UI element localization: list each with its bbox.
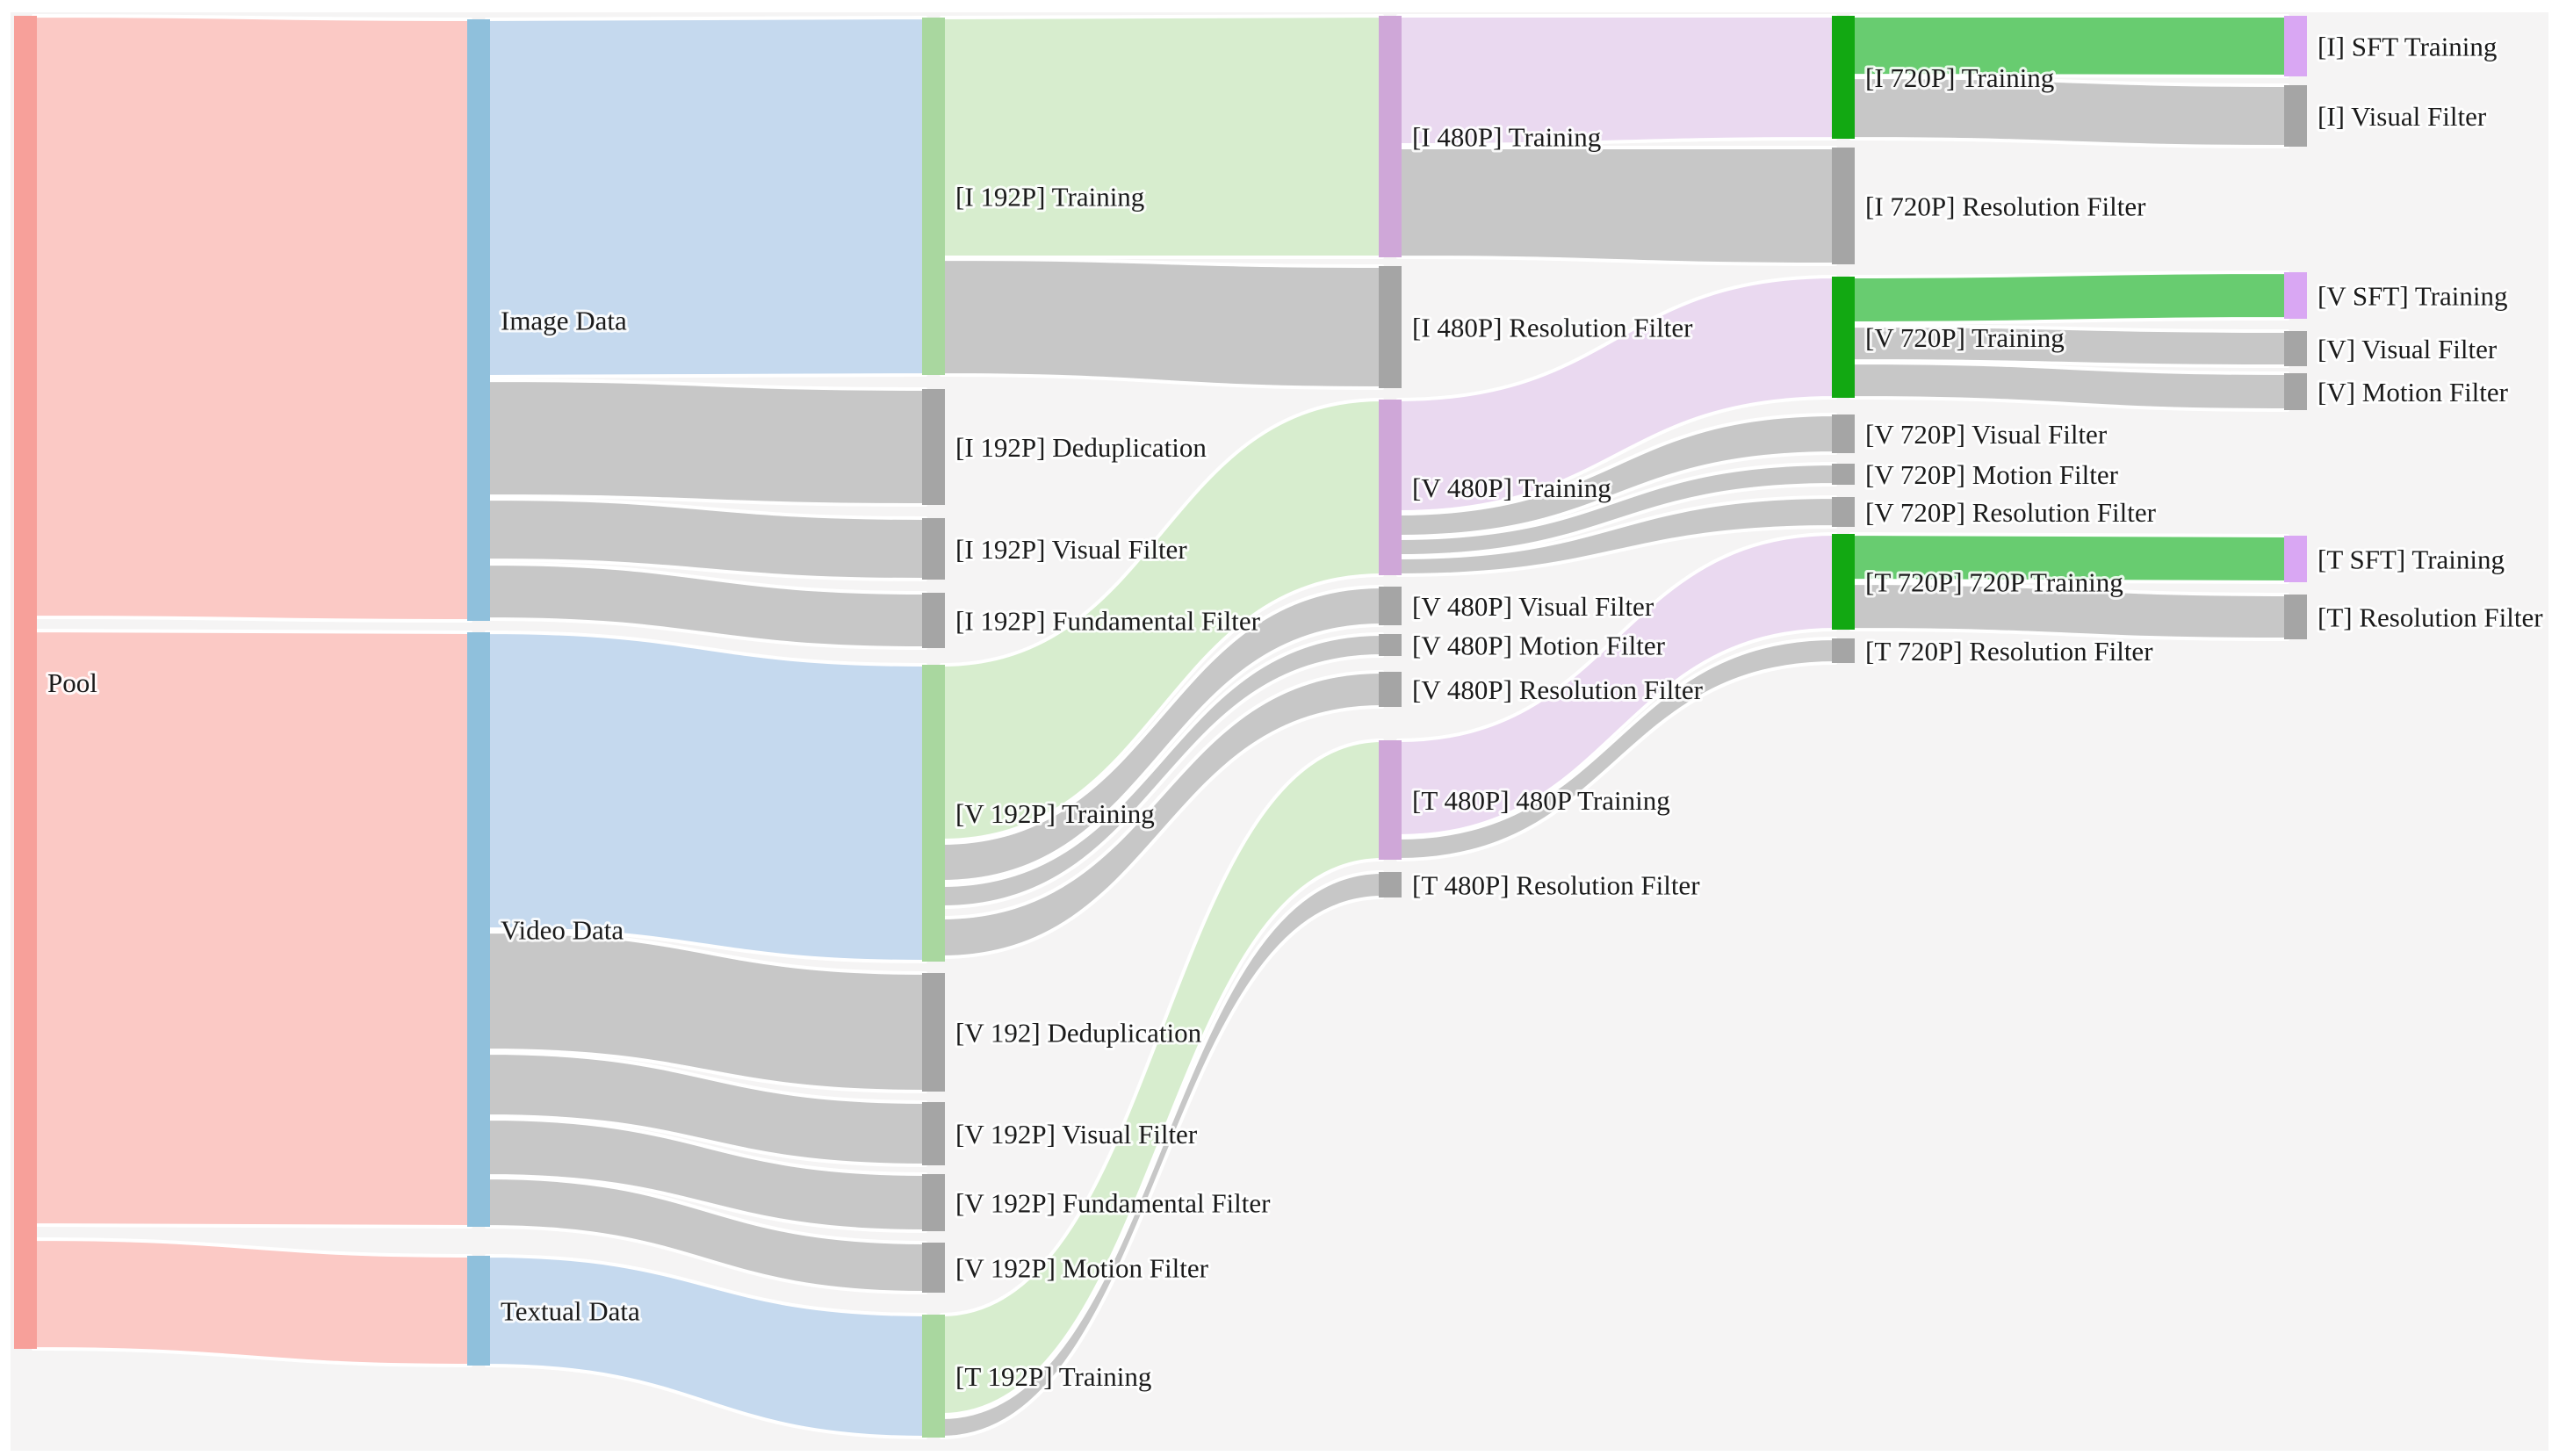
- flow-i480t-i720r: [1396, 145, 1837, 266]
- node-i192d: [922, 389, 945, 505]
- label-trf: [T] Resolution Filter: [2318, 602, 2543, 633]
- node-t720t: [1832, 534, 1855, 630]
- node-vvf: [2284, 331, 2307, 366]
- node-i720r: [1832, 148, 1855, 264]
- label-pool: Pool: [47, 667, 97, 698]
- label-v192d: [V 192] Deduplication: [955, 1018, 1202, 1049]
- node-v720v: [1832, 414, 1855, 453]
- node-v480r: [1379, 672, 1402, 707]
- label-vvf: [V] Visual Filter: [2318, 334, 2498, 364]
- node-v192d: [922, 973, 945, 1092]
- node-v480t: [1379, 400, 1402, 575]
- label-v480r: [V 480P] Resolution Filter: [1412, 674, 1704, 705]
- node-image: [467, 19, 490, 621]
- label-t192t: [T 192P] Training: [955, 1361, 1151, 1392]
- node-video: [467, 632, 490, 1227]
- label-video: Video Data: [501, 915, 624, 946]
- label-v720m: [V 720P] Motion Filter: [1865, 459, 2119, 490]
- label-i480t: [I 480P] Training: [1412, 122, 1601, 153]
- flow-image-i192d: [485, 378, 927, 507]
- flow-pool-video: [32, 629, 472, 1229]
- label-v192m: [V 192P] Motion Filter: [955, 1253, 1209, 1284]
- node-v720t: [1832, 277, 1855, 398]
- label-t480r: [T 480P] Resolution Filter: [1412, 870, 1700, 901]
- label-i192v: [I 192P] Visual Filter: [955, 534, 1187, 565]
- node-t480t: [1379, 740, 1402, 860]
- label-v720r: [V 720P] Resolution Filter: [1865, 497, 2157, 528]
- label-v720v: [V 720P] Visual Filter: [1865, 419, 2108, 450]
- node-layer: [14, 16, 2307, 1438]
- node-v480m: [1379, 634, 1402, 656]
- node-v720m: [1832, 464, 1855, 485]
- flow-video-v192t: [485, 631, 927, 963]
- node-vsft: [2284, 272, 2307, 319]
- label-t720r: [T 720P] Resolution Filter: [1865, 636, 2153, 667]
- label-i192d: [I 192P] Deduplication: [955, 432, 1207, 463]
- node-i192v: [922, 518, 945, 580]
- label-i192t: [I 192P] Training: [955, 182, 1144, 213]
- node-v480v: [1379, 587, 1402, 625]
- label-v192v: [V 192P] Visual Filter: [955, 1119, 1198, 1150]
- node-vmf: [2284, 373, 2307, 410]
- node-t192t: [922, 1315, 945, 1438]
- label-i720r: [I 720P] Resolution Filter: [1865, 191, 2146, 222]
- node-v192f: [922, 1174, 945, 1231]
- flow-v192t-v480r: [940, 670, 1384, 959]
- label-tsft: [T SFT] Training: [2318, 544, 2505, 575]
- label-i192f: [I 192P] Fundamental Filter: [955, 606, 1261, 637]
- node-i480t: [1379, 16, 1402, 257]
- node-v192t: [922, 665, 945, 962]
- label-t480t: [T 480P] 480P Training: [1412, 785, 1670, 816]
- label-isft: [I] SFT Training: [2318, 32, 2497, 62]
- label-i480r: [I 480P] Resolution Filter: [1412, 313, 1693, 343]
- label-v192t: [V 192P] Training: [955, 798, 1155, 829]
- label-image: Image Data: [501, 306, 627, 336]
- flow-i192t-i480t: [940, 14, 1384, 260]
- node-i192t: [922, 18, 945, 375]
- label-ivf: [I] Visual Filter: [2318, 101, 2487, 132]
- node-i720t: [1832, 16, 1855, 139]
- label-v480m: [V 480P] Motion Filter: [1412, 631, 1666, 661]
- node-i480r: [1379, 266, 1402, 388]
- node-pool: [14, 16, 37, 1349]
- node-v192m: [922, 1243, 945, 1293]
- node-v192v: [922, 1102, 945, 1165]
- node-i192f: [922, 593, 945, 648]
- node-isft: [2284, 16, 2307, 76]
- label-t720t: [T 720P] 720P Training: [1865, 567, 2123, 598]
- label-vmf: [V] Motion Filter: [2318, 377, 2509, 407]
- node-v720r: [1832, 497, 1855, 527]
- label-vsft: [V SFT] Training: [2318, 281, 2508, 312]
- flow-v720t-vsft: [1849, 270, 2289, 325]
- node-trf: [2284, 595, 2307, 639]
- label-v720t: [V 720P] Training: [1865, 322, 2065, 353]
- node-ivf: [2284, 85, 2307, 147]
- label-textual: Textual Data: [501, 1296, 640, 1327]
- flow-layer: [32, 13, 2289, 1439]
- flow-pool-image: [32, 14, 472, 623]
- label-layer: Pool Image Data Video Data Textual Data [I 1…: [45, 29, 2546, 1395]
- label-v192f: [V 192P] Fundamental Filter: [955, 1188, 1271, 1219]
- node-t480r: [1379, 872, 1402, 897]
- node-tsft: [2284, 536, 2307, 582]
- label-i720t: [I 720P] Training: [1865, 62, 2054, 93]
- label-v480t: [V 480P] Training: [1412, 472, 1611, 503]
- label-v480v: [V 480P] Visual Filter: [1412, 591, 1654, 622]
- flow-pool-textual: [32, 1237, 472, 1367]
- flow-i192t-i480r: [940, 257, 1384, 390]
- node-t720r: [1832, 638, 1855, 663]
- node-textual: [467, 1256, 490, 1366]
